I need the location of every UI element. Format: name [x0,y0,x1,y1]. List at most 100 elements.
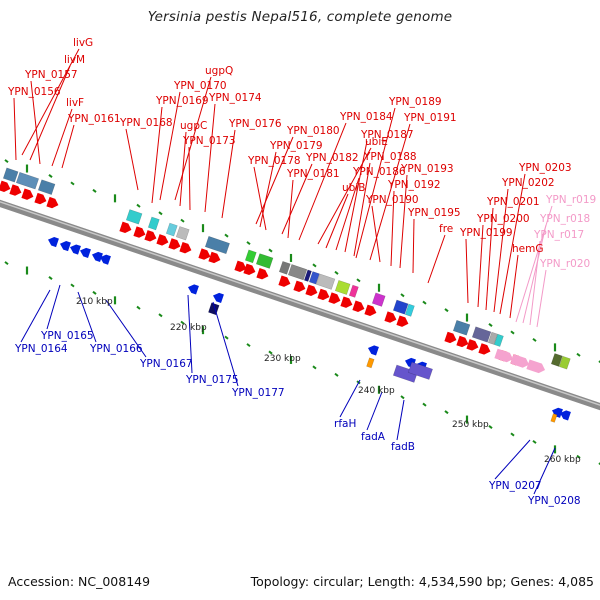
outer-box-5 [165,222,178,237]
forward_labels-label-21: ubiB [342,182,365,194]
outer-box-3-shape [125,209,143,225]
forward_labels-leader-27 [371,205,381,263]
forward_labels-leader-37 [509,254,519,319]
reverse_labels-label-3: YPN_0167 [139,358,193,370]
forward_labels-label-30: YPN_0195 [407,207,461,219]
reverse-gene-12 [560,410,571,421]
forward_labels-label-14: YPN_0180 [286,125,340,137]
forward_labels-leader-35 [493,188,509,313]
forward-gene-11-shape [198,248,211,260]
forward-gene-11 [198,248,211,260]
outer-box-9-shape [255,253,274,269]
forward-gene-0-shape [0,180,11,193]
forward-gene-3-shape [34,192,47,205]
reverse_labels-leader-4 [187,294,193,374]
tick-mark-inner [532,439,537,444]
outer-box-0 [2,167,19,183]
reverse_labels-label-5: YPN_0177 [231,387,285,399]
forward_labels-label-35: YPN_0202 [501,177,555,189]
reverse_labels-label-8: fadB [391,441,415,453]
forward_labels-leader-19 [298,122,347,241]
forward_labels-leader-8 [159,91,181,201]
forward-gene-17 [293,280,306,292]
tick-mark-outer [444,308,449,313]
forward_labels-label-27: YPN_0190 [365,194,419,206]
forward-gene-2 [21,188,34,200]
forward_labels-leader-3 [13,97,17,161]
forward-gene-6 [133,226,146,238]
forward-gene-14 [243,263,256,276]
outer-box-6 [175,226,190,241]
forward_labels-label-32: YPN_0199 [459,227,513,239]
inner-box-fadB [407,361,433,380]
reverse_labels-label-0: YPN_0165 [40,330,94,342]
outer-box-19 [404,303,415,317]
outer-box-20-shape [452,319,471,336]
tick-mark-outer [224,233,229,238]
reverse-gene-7 [213,292,224,304]
forward-gene-26 [444,331,457,344]
tick-mark-inner [444,410,449,415]
forward_labels-leader-29 [399,174,408,269]
scale-labels: 210 kbp 220 kbp 230 kbp 240 kbp 250 kbp 260 k… [76,297,581,465]
outer-box-9 [255,253,274,269]
tick-mark-inner [400,395,405,400]
tick-mark-outer [70,181,75,186]
reverse-gene-2 [70,244,81,255]
forward-gene-15-shape [256,268,269,280]
outer-box-17-shape [371,292,386,307]
scale-label-0: 210 kbp [76,297,113,307]
inner-box-orange [550,413,558,423]
tick-mark-outer [268,248,273,253]
forward-gene-29 [478,343,491,355]
tick-mark-outer [246,241,251,246]
tick-mark-outer [92,188,97,193]
forward_labels-label-17: YPN_0182 [305,152,359,164]
forward_labels-leader-17 [281,163,313,235]
outer-box-19-shape [404,303,415,317]
rna-gene-0-shape [494,348,514,363]
tick-mark-outer [576,352,581,357]
forward_labels-leader-24 [353,162,371,257]
forward_labels-leader-28 [390,190,395,267]
outer-box-8 [244,249,257,264]
forward_labels-leader-4 [51,108,73,167]
outer-box-18-shape [392,299,409,315]
outer-box-0-shape [2,167,19,183]
tick-mark-inner [158,313,163,318]
forward-gene-25 [396,315,409,327]
forward_labels-leader-2 [30,80,41,165]
forward-gene-20 [328,292,341,304]
outer-box-2-shape [37,179,56,195]
outer-box-16 [348,284,359,298]
forward_labels-label-2: YPN_0157 [24,69,78,81]
forward-gene-24 [384,311,397,323]
forward_labels-leader-12 [204,103,216,213]
forward-gene-6-shape [133,226,146,238]
forward_labels-leader-18 [287,179,294,239]
genome-title: Yersinia pestis Nepal516, complete genom… [147,9,453,25]
tick-mark-inner [488,425,493,429]
rna_labels-leader-2 [529,240,541,326]
reverse_labels-label-6: rfaH [334,418,356,430]
forward_labels-leader-30 [412,218,415,274]
tick-mark-inner [136,305,141,310]
forward_labels-label-16: YPN_0178 [247,155,301,167]
outer-box-6-shape [175,226,190,241]
tick-mark-outer [356,278,361,283]
reverse_labels-leader-6 [339,379,361,418]
forward_labels-label-1: livM [64,54,85,66]
forward-gene-22-shape [352,300,365,312]
rna-gene-1-shape [510,354,530,368]
topology-text: Topology: circular; Length: 4,534,590 bp… [250,574,594,589]
forward-gene-23-shape [364,304,377,317]
outer-box-21-shape [471,326,492,343]
forward_labels-leader-5 [61,124,75,169]
forward_labels-leader-13 [221,129,236,219]
tick-mark-outer [312,263,317,268]
outer-box-22 [487,331,498,345]
forward-gene-27 [456,335,469,348]
outer-box-1-shape [15,171,40,190]
forward-gene-3 [34,192,47,205]
